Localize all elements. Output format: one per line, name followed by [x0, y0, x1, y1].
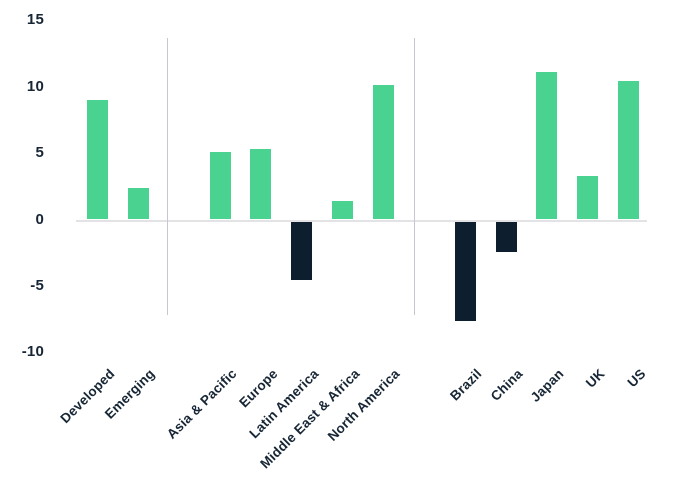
bar-us	[618, 81, 640, 220]
y-axis-tick-label: 15	[26, 11, 44, 29]
bar-latin-america	[291, 221, 313, 280]
bar-japan	[536, 72, 558, 220]
y-axis-tick-label: -10	[21, 343, 44, 361]
y-axis-tick-label: 0	[35, 210, 44, 228]
group-divider	[413, 38, 415, 315]
bar-europe	[250, 149, 272, 220]
bar-brazil	[454, 221, 476, 322]
bar-middle-east-africa	[332, 200, 354, 220]
x-axis-line	[76, 219, 647, 222]
bar-asia-pacific	[209, 151, 231, 220]
y-axis-tick-label: 5	[35, 144, 44, 162]
y-axis-tick-label: -5	[30, 276, 44, 294]
bar-emerging	[127, 187, 149, 220]
y-axis-tick-label: 10	[26, 77, 44, 95]
group-divider	[166, 38, 168, 315]
bar-china	[495, 221, 517, 253]
bar-uk	[577, 175, 599, 220]
bar-north-america	[372, 85, 394, 220]
bar-developed	[87, 100, 108, 220]
